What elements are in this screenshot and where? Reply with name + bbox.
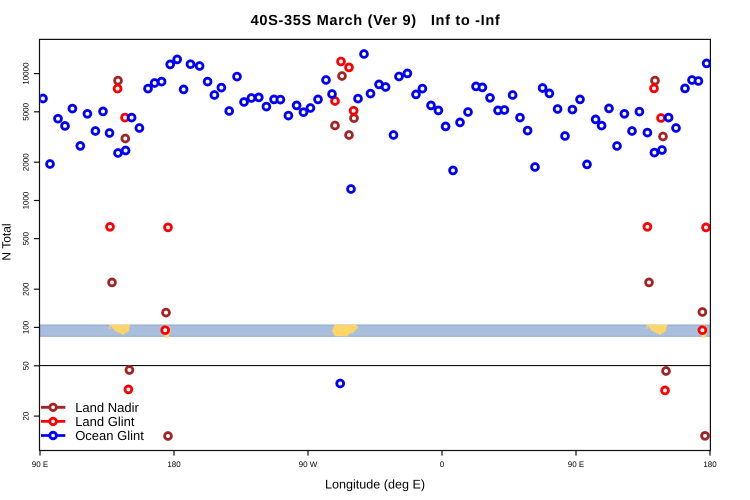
- svg-text:Land Nadir: Land Nadir: [75, 400, 139, 415]
- svg-text:50: 50: [22, 361, 31, 370]
- svg-text:90 E: 90 E: [32, 460, 48, 469]
- svg-text:40S-35S March (Ver 9) Inf to: 40S-35S March (Ver 9) Inf to -Inf: [251, 13, 501, 29]
- svg-text:N Total: N Total: [0, 223, 13, 260]
- svg-text:90 E: 90 E: [568, 460, 584, 469]
- svg-text:5000: 5000: [22, 102, 31, 120]
- svg-text:20: 20: [22, 411, 31, 420]
- svg-text:1000: 1000: [22, 191, 31, 209]
- svg-text:0: 0: [440, 460, 445, 469]
- svg-text:Ocean Glint: Ocean Glint: [75, 428, 144, 443]
- svg-text:Land Glint: Land Glint: [75, 414, 135, 429]
- svg-text:100: 100: [22, 320, 31, 334]
- svg-text:Longitude (deg E): Longitude (deg E): [325, 477, 425, 491]
- svg-text:2000: 2000: [22, 153, 31, 171]
- svg-text:180: 180: [703, 460, 717, 469]
- svg-text:180: 180: [167, 460, 181, 469]
- svg-text:10000: 10000: [22, 62, 31, 85]
- svg-text:200: 200: [22, 282, 31, 296]
- svg-text:500: 500: [22, 231, 31, 245]
- svg-text:90 W: 90 W: [299, 460, 318, 469]
